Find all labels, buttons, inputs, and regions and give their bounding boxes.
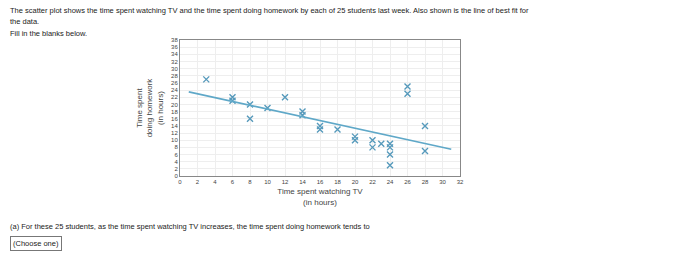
svg-text:6: 6 (231, 179, 235, 185)
svg-text:Time spentdoing homework(in ho: Time spentdoing homework(in hours) (135, 78, 165, 138)
svg-text:10: 10 (171, 137, 178, 143)
svg-text:the data.: the data. (10, 17, 39, 26)
svg-text:22: 22 (171, 94, 178, 100)
svg-text:8: 8 (174, 144, 178, 150)
svg-text:28: 28 (171, 73, 178, 79)
svg-text:16: 16 (317, 179, 324, 185)
svg-text:24: 24 (387, 179, 394, 185)
svg-text:36: 36 (171, 44, 178, 50)
svg-text:0: 0 (174, 173, 178, 179)
svg-text:0: 0 (178, 179, 182, 185)
svg-text:14: 14 (171, 123, 178, 129)
svg-text:18: 18 (334, 179, 341, 185)
svg-text:(a) For these 25 students, as: (a) For these 25 students, as the time s… (10, 222, 370, 231)
svg-text:28: 28 (422, 179, 429, 185)
svg-text:38: 38 (171, 37, 178, 43)
svg-text:10: 10 (264, 179, 271, 185)
svg-text:6: 6 (174, 152, 178, 158)
svg-text:2: 2 (196, 179, 200, 185)
svg-text:4: 4 (213, 179, 217, 185)
svg-text:12: 12 (171, 130, 178, 136)
svg-text:34: 34 (171, 51, 178, 57)
svg-text:The scatter plot shows the tim: The scatter plot shows the time spent wa… (10, 6, 529, 15)
svg-text:8: 8 (248, 179, 252, 185)
svg-text:24: 24 (171, 87, 178, 93)
svg-text:22: 22 (369, 179, 376, 185)
svg-text:26: 26 (171, 80, 178, 86)
svg-text:(Choose one): (Choose one) (13, 239, 59, 248)
svg-text:30: 30 (439, 179, 446, 185)
svg-text:20: 20 (171, 102, 178, 108)
svg-text:26: 26 (404, 179, 411, 185)
svg-text:30: 30 (171, 66, 178, 72)
svg-text:2: 2 (174, 166, 178, 172)
svg-text:Time spent watching TV(in hour: Time spent watching TV(in hours) (277, 187, 363, 206)
svg-text:32: 32 (171, 59, 178, 65)
svg-text:14: 14 (299, 179, 306, 185)
svg-text:Fill in the blanks below.: Fill in the blanks below. (10, 29, 87, 38)
svg-text:32: 32 (457, 179, 464, 185)
svg-text:4: 4 (174, 159, 178, 165)
svg-text:16: 16 (171, 116, 178, 122)
svg-text:12: 12 (282, 179, 289, 185)
svg-text:20: 20 (352, 179, 359, 185)
svg-text:18: 18 (171, 109, 178, 115)
